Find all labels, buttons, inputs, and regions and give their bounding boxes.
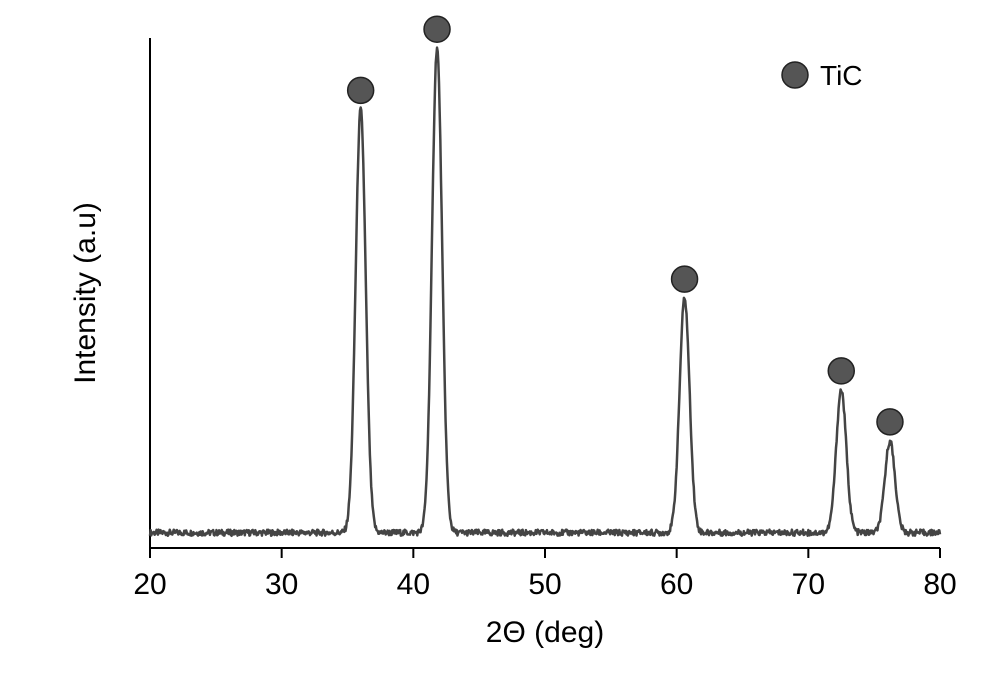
x-tick-label: 70 <box>792 568 825 601</box>
peak-marker <box>672 266 698 292</box>
peak-marker <box>348 77 374 103</box>
x-tick-label: 40 <box>397 568 430 601</box>
x-tick-label: 30 <box>265 568 298 601</box>
x-tick-label: 80 <box>923 568 956 601</box>
peak-marker <box>828 358 854 384</box>
chart-svg: 20 30 40 50 60 70 80 2Θ (deg) Intensity (a.u) TiC <box>0 0 982 674</box>
x-tick-label: 20 <box>133 568 166 601</box>
x-axis-label: 2Θ (deg) <box>486 616 604 649</box>
peak-marker <box>877 409 903 435</box>
legend-label: TiC <box>820 60 863 91</box>
x-tick-label: 50 <box>528 568 561 601</box>
y-axis-label: Intensity (a.u) <box>69 202 102 384</box>
x-tick-label: 60 <box>660 568 693 601</box>
peak-marker <box>424 16 450 42</box>
legend-marker <box>782 62 808 88</box>
xrd-chart: 20 30 40 50 60 70 80 2Θ (deg) Intensity (a.u) TiC <box>0 0 982 674</box>
